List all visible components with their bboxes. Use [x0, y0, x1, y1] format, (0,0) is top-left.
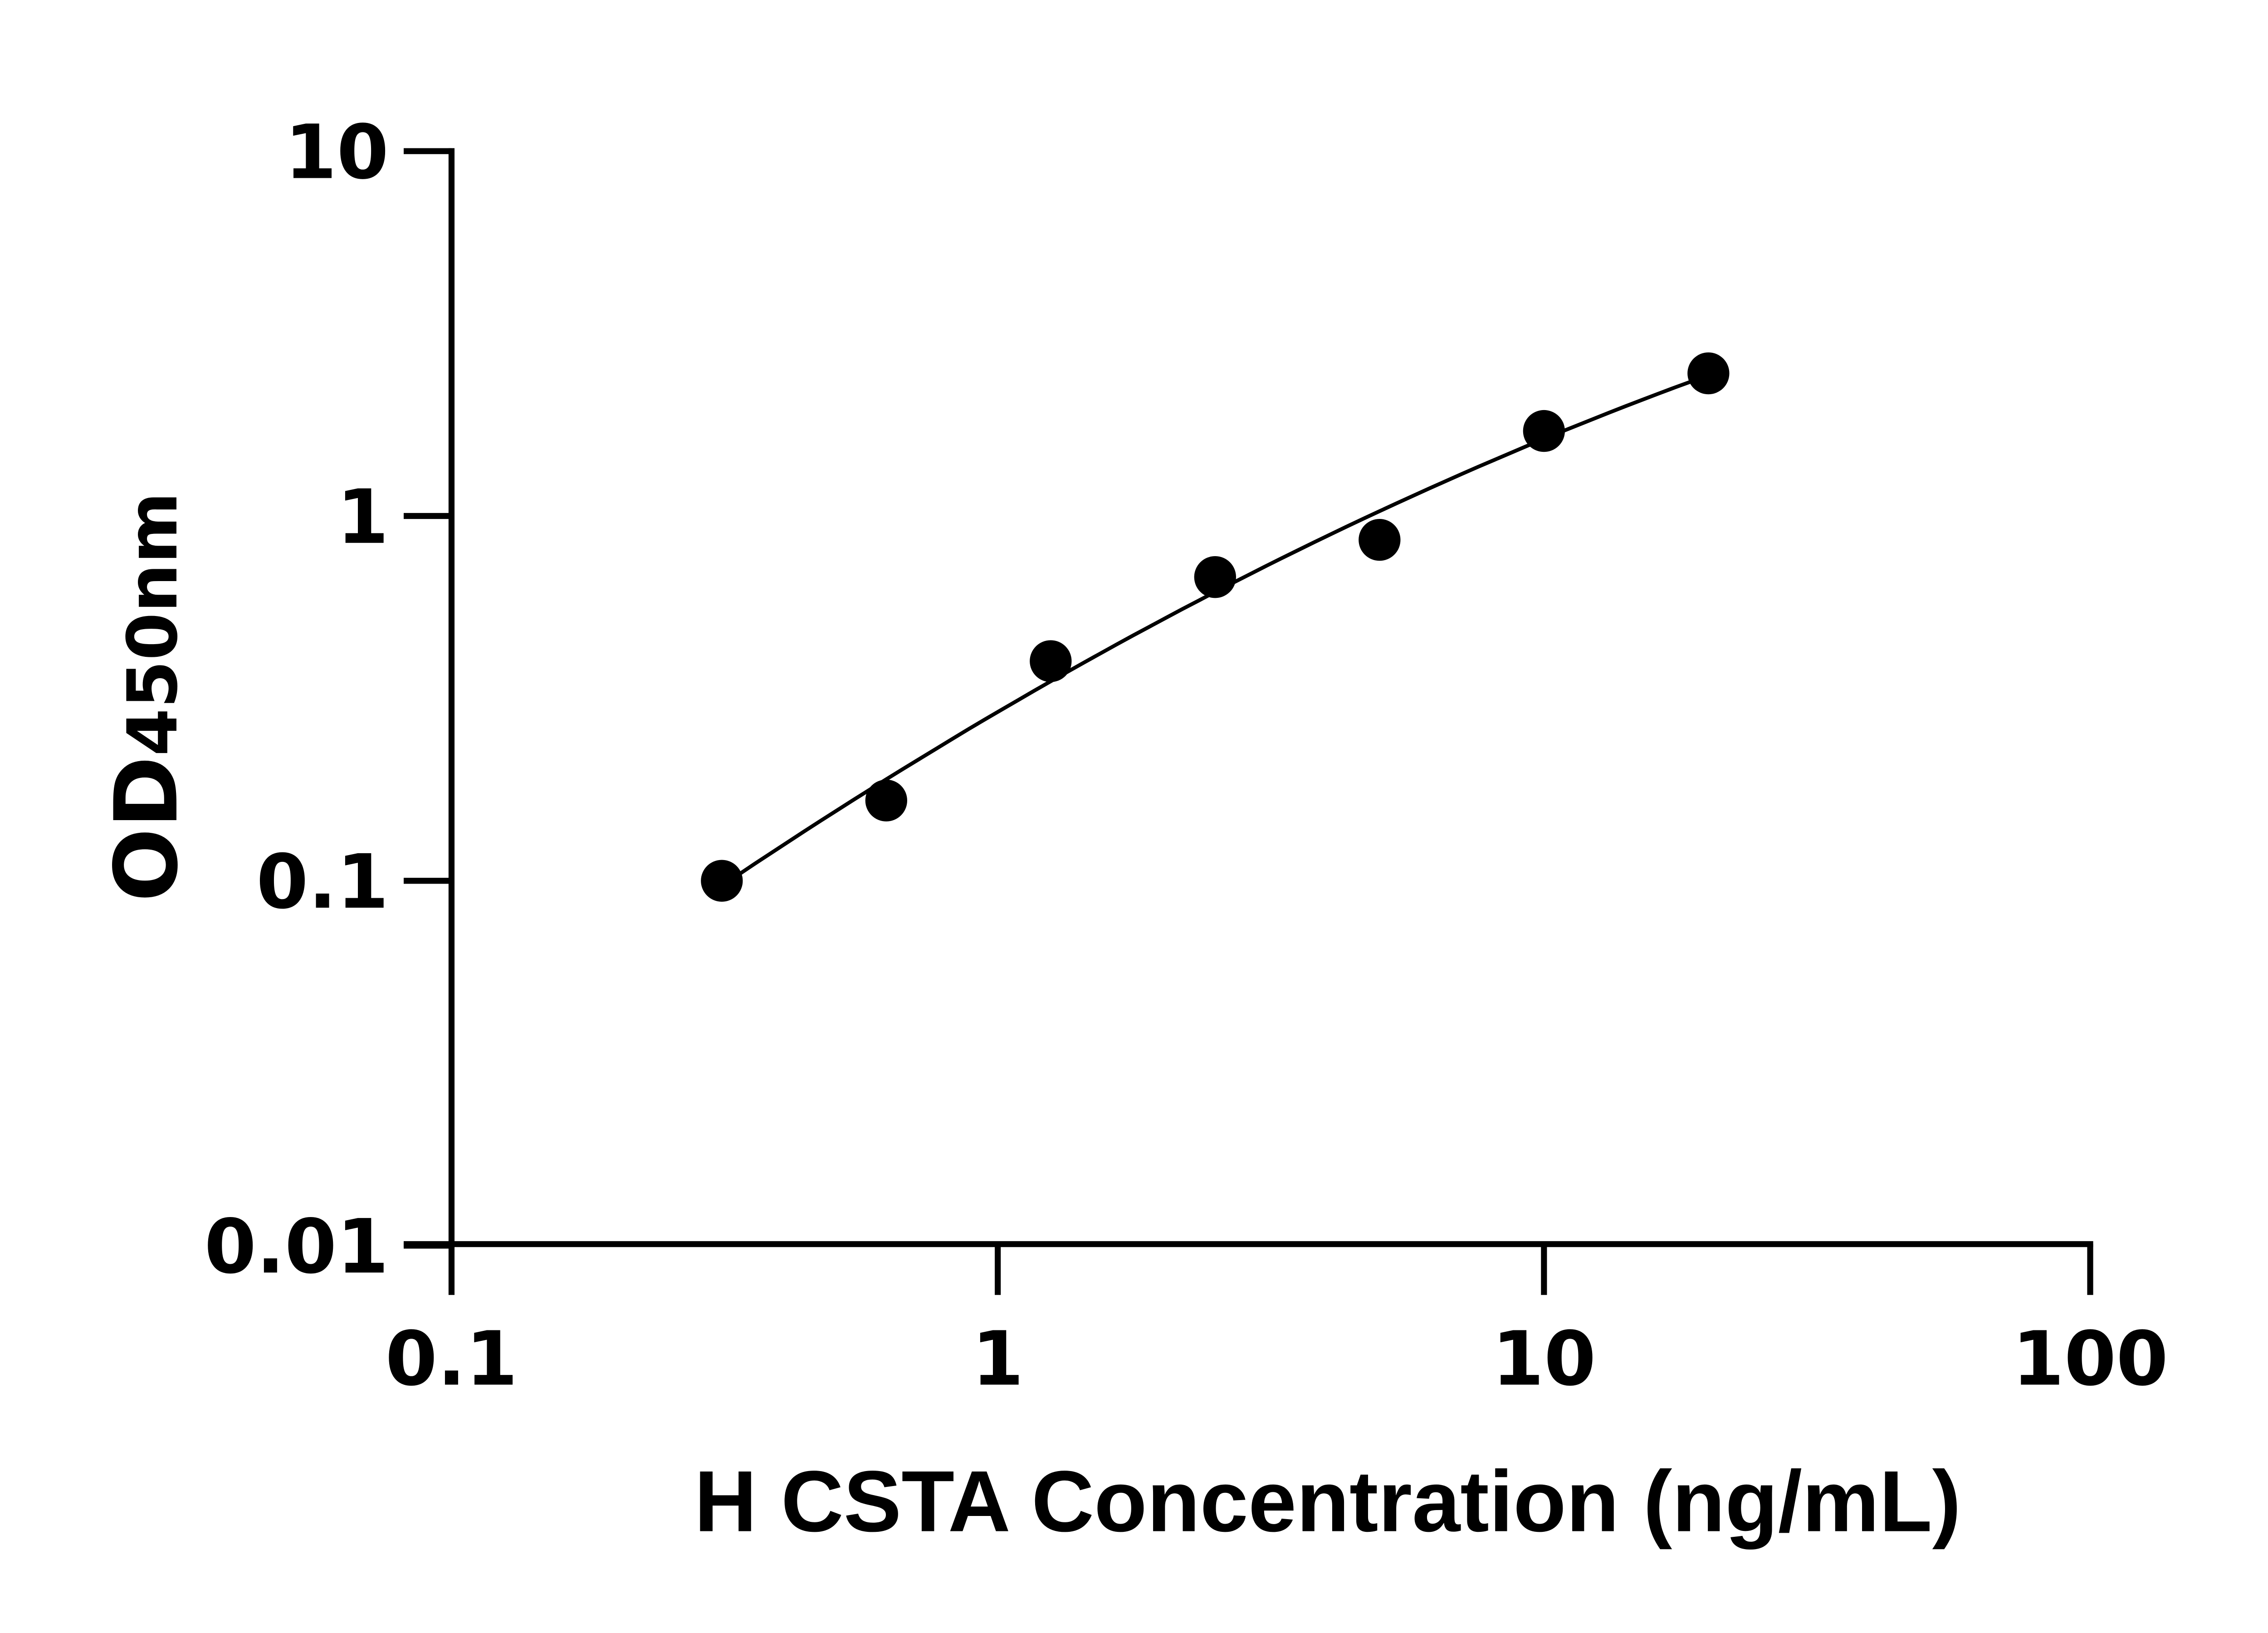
y-axis-label: OD450nm — [97, 492, 197, 902]
data-point — [1523, 410, 1565, 452]
data-point — [1687, 352, 1730, 395]
data-point — [1359, 519, 1401, 561]
data-point — [865, 779, 907, 821]
y-tick-label: 0.1 — [256, 838, 389, 925]
x-tick-label: 1 — [972, 1315, 1024, 1403]
y-axis-label-main: OD — [97, 756, 197, 902]
data-point — [701, 860, 743, 902]
y-ticks: 0.01 0.1 1 10 — [204, 109, 452, 1290]
data-point — [1194, 556, 1236, 598]
y-tick-label: 10 — [285, 109, 389, 196]
axes — [403, 148, 2093, 1247]
data-points — [701, 352, 1730, 902]
x-ticks: 0.1 1 10 100 — [385, 1244, 2168, 1403]
x-tick-label: 0.1 — [385, 1315, 518, 1403]
x-tick-label: 10 — [1492, 1315, 1596, 1403]
y-tick-label: 1 — [337, 474, 389, 561]
data-point — [1030, 640, 1072, 682]
y-axis-label-sub: 450nm — [112, 492, 193, 756]
x-tick-label: 100 — [2012, 1315, 2168, 1403]
x-axis-label: H CSTA Concentration (ng/mL) — [694, 1453, 1961, 1550]
y-tick-label: 0.01 — [204, 1203, 389, 1290]
